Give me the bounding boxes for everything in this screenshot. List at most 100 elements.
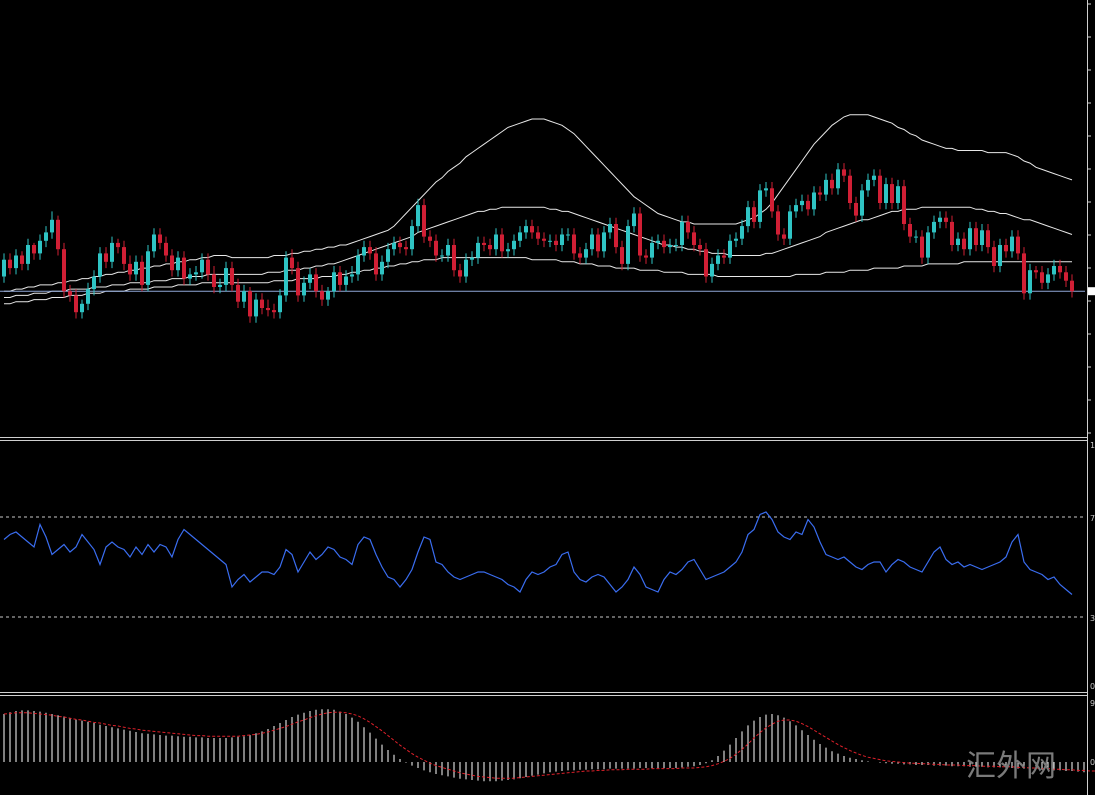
- candle-body: [254, 299, 258, 317]
- candle: [158, 228, 162, 250]
- candle-body: [458, 270, 462, 277]
- candle-body: [764, 188, 768, 191]
- candle: [1010, 230, 1014, 258]
- candle-body: [1004, 245, 1008, 252]
- candle-body: [236, 284, 240, 302]
- candle-body: [1058, 266, 1062, 273]
- candle: [842, 163, 846, 182]
- candle: [416, 198, 420, 233]
- candle: [338, 266, 342, 292]
- candle-body: [974, 228, 978, 245]
- candle-body: [926, 232, 930, 258]
- candle-body: [176, 257, 180, 271]
- price-pane[interactable]: [0, 114, 1085, 323]
- candle-body: [770, 188, 774, 212]
- candle-body: [560, 234, 564, 245]
- macd-pane[interactable]: [3, 709, 1095, 782]
- candle-body: [278, 295, 282, 313]
- candle-body: [968, 228, 972, 250]
- candle: [734, 232, 738, 248]
- candle: [722, 249, 726, 264]
- candle-body: [902, 186, 906, 224]
- candle-body: [338, 272, 342, 285]
- candle: [884, 177, 888, 210]
- candle-body: [116, 242, 120, 248]
- candle-body: [1028, 270, 1032, 294]
- candle: [236, 278, 240, 308]
- candle-body: [50, 219, 54, 233]
- candle: [866, 173, 870, 197]
- candle: [710, 257, 714, 283]
- candle: [434, 234, 438, 262]
- candle: [80, 299, 84, 319]
- candle-body: [566, 234, 570, 236]
- candle-body: [86, 289, 90, 304]
- watermark-text: 汇外网: [966, 749, 1056, 784]
- candle-body: [296, 268, 300, 296]
- candle-body: [806, 200, 810, 210]
- candle: [680, 215, 684, 252]
- candle-body: [638, 213, 642, 256]
- rsi-tick-label: 0: [1090, 682, 1095, 691]
- candle: [560, 228, 564, 252]
- candle: [878, 169, 882, 210]
- candle-body: [884, 184, 888, 203]
- candle: [98, 247, 102, 283]
- candle: [446, 238, 450, 262]
- candle: [746, 200, 750, 233]
- candle: [74, 289, 78, 319]
- candle: [1040, 266, 1044, 290]
- candle: [368, 240, 372, 260]
- candle: [566, 228, 570, 241]
- candle-body: [980, 230, 984, 245]
- candle: [410, 219, 414, 256]
- candle-body: [692, 232, 696, 245]
- candle-body: [710, 263, 714, 277]
- candle-body: [938, 217, 942, 222]
- candle: [644, 249, 648, 264]
- candle-body: [440, 255, 444, 257]
- candle: [62, 242, 66, 298]
- candle: [902, 179, 906, 231]
- candle-body: [302, 282, 306, 296]
- candle: [950, 215, 954, 252]
- candle-body: [128, 263, 132, 275]
- candle: [152, 228, 156, 258]
- rsi-tick-label: 7: [1090, 514, 1095, 523]
- candle-body: [422, 205, 426, 237]
- candle: [590, 228, 594, 256]
- candle: [854, 196, 858, 222]
- candle-body: [662, 240, 666, 248]
- candle-body: [698, 245, 702, 250]
- candle-body: [140, 261, 144, 285]
- candle-body: [98, 253, 102, 277]
- candle: [200, 253, 204, 279]
- candle-body: [218, 284, 222, 287]
- candle: [422, 198, 426, 243]
- candle-body: [584, 249, 588, 258]
- rsi-pane[interactable]: [0, 511, 1085, 618]
- candle-body: [656, 240, 660, 243]
- candle: [86, 282, 90, 311]
- candle: [1016, 230, 1020, 260]
- candle-body: [170, 255, 174, 271]
- candle-body: [500, 234, 504, 252]
- candle: [254, 293, 258, 323]
- candle: [962, 232, 966, 256]
- candle: [230, 261, 234, 292]
- candle: [32, 242, 36, 260]
- candle: [146, 245, 150, 292]
- candle: [1070, 274, 1074, 298]
- candle: [806, 194, 810, 216]
- candle: [620, 240, 624, 271]
- candle: [308, 268, 312, 290]
- candle-body: [110, 242, 114, 262]
- candle: [1028, 263, 1032, 300]
- candle-body: [950, 221, 954, 245]
- candle: [914, 230, 918, 243]
- candle-body: [314, 274, 318, 292]
- candle: [8, 253, 12, 275]
- candle-body: [908, 224, 912, 237]
- candle: [530, 219, 534, 239]
- candle-body: [284, 257, 288, 296]
